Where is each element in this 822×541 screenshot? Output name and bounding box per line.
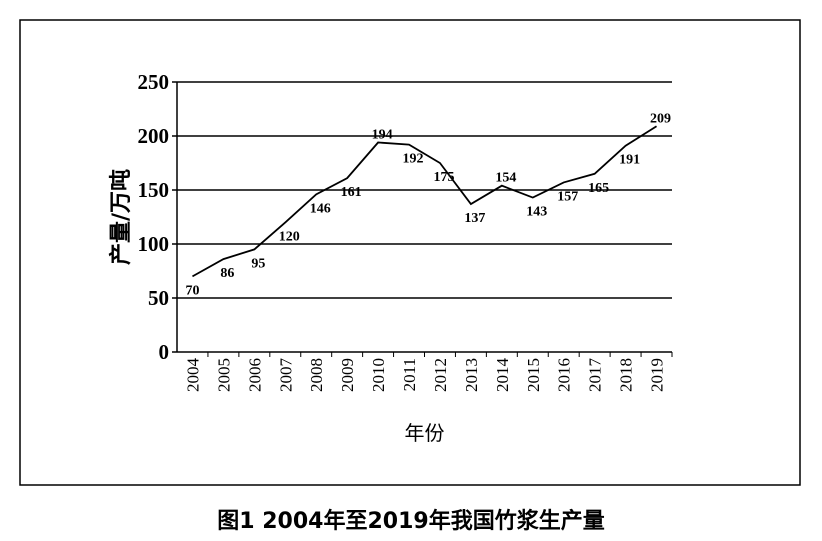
x-tick-label: 2015 [524,358,543,392]
data-label: 70 [185,283,199,298]
data-label: 165 [588,181,609,196]
data-label: 143 [526,205,547,220]
data-label: 161 [341,185,362,200]
y-tick-label: 0 [159,340,170,364]
x-tick-label: 2014 [493,358,512,393]
x-tick-label: 2010 [369,358,388,392]
x-tick-label: 2019 [648,358,667,392]
data-label: 175 [433,170,454,185]
series-line [192,125,658,278]
data-label: 192 [403,152,424,167]
figure-caption: 图1 2004年至2019年我国竹浆生产量 [217,509,605,534]
x-tick-label: 2012 [431,358,450,392]
data-label: 146 [310,201,331,216]
x-tick-label: 2016 [555,358,574,392]
x-tick-label: 2005 [214,358,233,392]
x-tick-label: 2018 [617,358,636,392]
x-axis-label: 年份 [405,421,445,445]
data-label: 194 [372,127,393,142]
data-label: 137 [464,211,485,226]
x-tick-label: 2006 [245,358,264,392]
data-label: 120 [279,229,300,244]
y-tick-label: 50 [148,286,169,310]
chart-frame [19,19,801,486]
data-label: 157 [557,189,578,204]
data-label: 95 [251,256,265,271]
y-axis-label: 产量/万吨 [109,169,134,265]
x-tick-label: 2011 [400,358,419,391]
y-tick-label: 250 [138,70,170,94]
y-tick-label: 200 [138,124,170,148]
x-tick-label: 2013 [462,358,481,392]
x-tick-label: 2009 [338,358,357,392]
x-tick-label: 2008 [307,358,326,392]
x-tick-label: 2017 [586,358,605,393]
data-label: 86 [220,266,234,281]
y-tick-label: 150 [138,178,170,202]
x-tick-label: 2007 [276,358,295,393]
x-tick-label: 2004 [183,358,202,393]
y-tick-label: 100 [138,232,170,256]
data-label: 154 [495,171,516,186]
data-label: 191 [619,153,640,168]
data-label: 209 [650,111,671,126]
